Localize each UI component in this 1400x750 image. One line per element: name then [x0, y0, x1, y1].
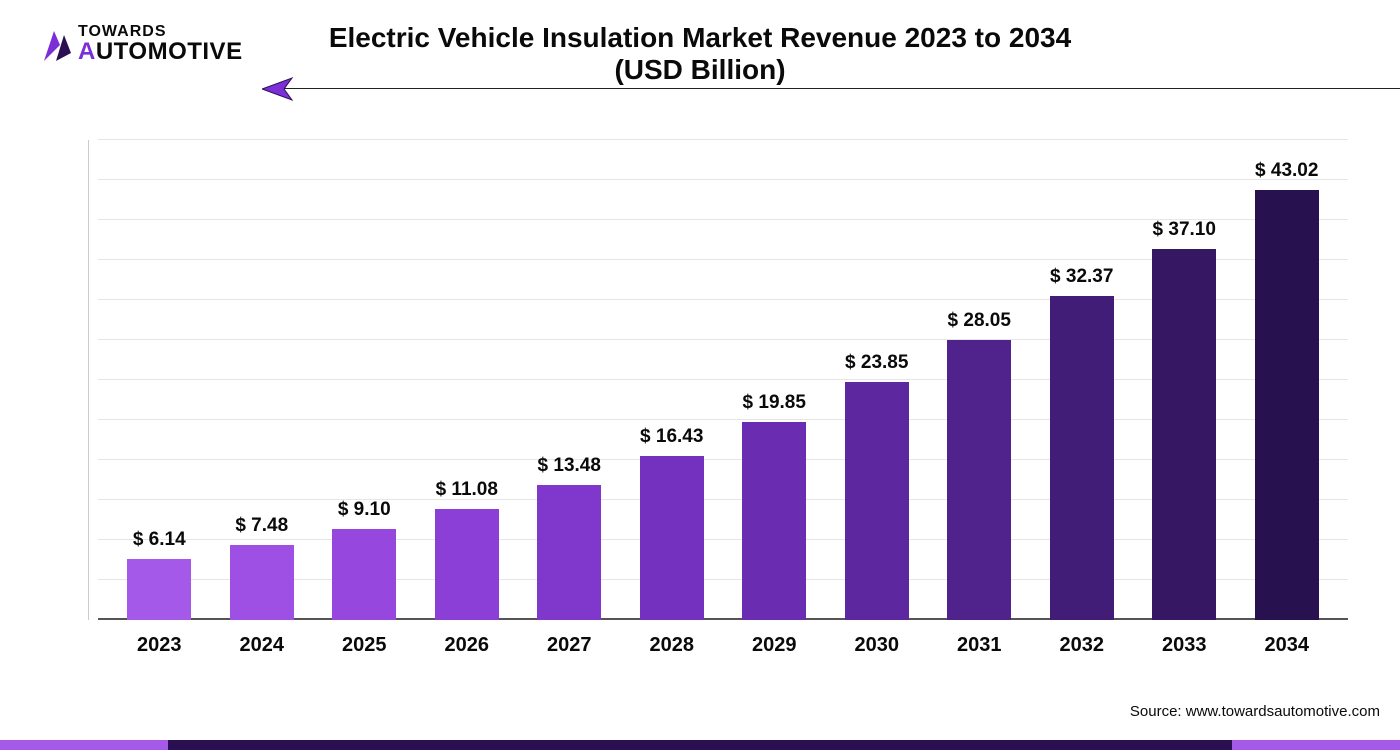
x-axis-label: 2026: [416, 624, 519, 660]
bar-value-label: $ 37.10: [1153, 219, 1216, 241]
footer-bar: [0, 740, 1400, 750]
bar-rect: [1255, 190, 1319, 620]
bars-container: $ 6.14 $ 7.48 $ 9.10 $ 11.08 $ 13.48 $ 16.43 $…: [98, 140, 1348, 620]
bar-rect: [947, 340, 1011, 621]
bar-slot: $ 7.48: [211, 140, 314, 620]
bar-rect: [742, 422, 806, 621]
x-axis-label: 2027: [518, 624, 621, 660]
x-axis-label: 2030: [826, 624, 929, 660]
x-axis-label: 2033: [1133, 624, 1236, 660]
x-axis-labels: 2023202420252026202720282029203020312032…: [98, 624, 1348, 660]
bar-slot: $ 23.85: [826, 140, 929, 620]
x-axis-label: 2031: [928, 624, 1031, 660]
bar-value-label: $ 6.14: [133, 529, 186, 551]
bar-value-label: $ 23.85: [845, 352, 908, 374]
footer-segment: [0, 740, 168, 750]
bar-value-label: $ 19.85: [743, 392, 806, 414]
logo-text: TOWARDS AUTOMOTIVE: [78, 24, 243, 64]
bar-rect: [845, 382, 909, 621]
bar-value-label: $ 16.43: [640, 426, 703, 448]
bar-value-label: $ 32.37: [1050, 266, 1113, 288]
logo: TOWARDS AUTOMOTIVE: [38, 24, 243, 64]
logo-line2: AUTOMOTIVE: [78, 40, 243, 64]
bar-rect: [127, 559, 191, 620]
bar-slot: $ 19.85: [723, 140, 826, 620]
bar-value-label: $ 13.48: [538, 455, 601, 477]
bar-slot: $ 28.05: [928, 140, 1031, 620]
bar-rect: [537, 485, 601, 620]
bar-slot: $ 11.08: [416, 140, 519, 620]
bar-rect: [640, 456, 704, 620]
decor-line: [280, 88, 1400, 89]
bar-rect: [332, 529, 396, 620]
bar-chart: $ 6.14 $ 7.48 $ 9.10 $ 11.08 $ 13.48 $ 16.43 $…: [78, 140, 1358, 660]
bar-value-label: $ 7.48: [235, 515, 288, 537]
bar-slot: $ 43.02: [1236, 140, 1339, 620]
bar-slot: $ 16.43: [621, 140, 724, 620]
x-axis-label: 2024: [211, 624, 314, 660]
bar-value-label: $ 9.10: [338, 499, 391, 521]
x-axis-label: 2023: [108, 624, 211, 660]
bar-slot: $ 32.37: [1031, 140, 1134, 620]
x-axis-label: 2029: [723, 624, 826, 660]
bar-value-label: $ 43.02: [1255, 160, 1318, 182]
x-axis-label: 2034: [1236, 624, 1339, 660]
x-axis-label: 2028: [621, 624, 724, 660]
x-axis-label: 2032: [1031, 624, 1134, 660]
bar-value-label: $ 28.05: [948, 310, 1011, 332]
header: TOWARDS AUTOMOTIVE Electric Vehicle Insu…: [0, 0, 1400, 120]
bar-rect: [230, 545, 294, 620]
x-axis-label: 2025: [313, 624, 416, 660]
source-text: Source: www.towardsautomotive.com: [1130, 703, 1380, 720]
footer-segment: [1232, 740, 1400, 750]
bar-slot: $ 37.10: [1133, 140, 1236, 620]
logo-mark-icon: [38, 25, 72, 63]
bar-rect: [1050, 296, 1114, 620]
footer-segment: [168, 740, 1232, 750]
y-axis: [88, 140, 89, 620]
bar-rect: [1152, 249, 1216, 620]
bar-slot: $ 13.48: [518, 140, 621, 620]
bar-rect: [435, 509, 499, 620]
bar-slot: $ 6.14: [108, 140, 211, 620]
bar-slot: $ 9.10: [313, 140, 416, 620]
bar-value-label: $ 11.08: [436, 479, 498, 501]
